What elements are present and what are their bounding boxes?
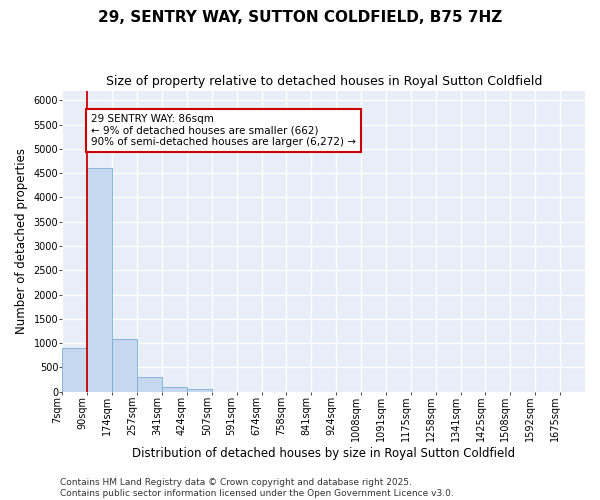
- Bar: [187, 389, 212, 392]
- Text: 29 SENTRY WAY: 86sqm
← 9% of detached houses are smaller (662)
90% of semi-detac: 29 SENTRY WAY: 86sqm ← 9% of detached ho…: [91, 114, 356, 147]
- Text: Contains HM Land Registry data © Crown copyright and database right 2025.
Contai: Contains HM Land Registry data © Crown c…: [60, 478, 454, 498]
- Bar: [88, 168, 112, 392]
- Y-axis label: Number of detached properties: Number of detached properties: [15, 148, 28, 334]
- Bar: [62, 348, 88, 392]
- X-axis label: Distribution of detached houses by size in Royal Sutton Coldfield: Distribution of detached houses by size …: [132, 447, 515, 460]
- Bar: [137, 377, 162, 392]
- Text: 29, SENTRY WAY, SUTTON COLDFIELD, B75 7HZ: 29, SENTRY WAY, SUTTON COLDFIELD, B75 7H…: [98, 10, 502, 25]
- Bar: [162, 388, 187, 392]
- Bar: [112, 340, 137, 392]
- Title: Size of property relative to detached houses in Royal Sutton Coldfield: Size of property relative to detached ho…: [106, 75, 542, 88]
